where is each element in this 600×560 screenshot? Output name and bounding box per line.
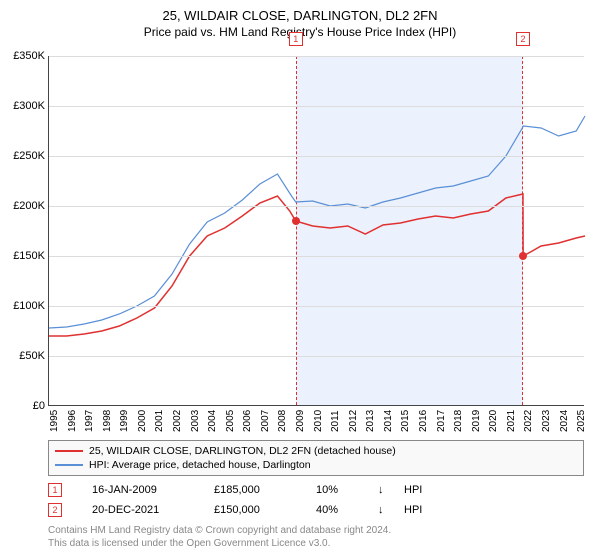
row-vs: HPI: [404, 504, 422, 516]
legend-row: 25, WILDAIR CLOSE, DARLINGTON, DL2 2FN (…: [55, 444, 577, 458]
x-axis-label: 1999: [119, 410, 130, 432]
event-marker: 2: [516, 32, 530, 46]
row-date: 20-DEC-2021: [92, 504, 202, 516]
transaction-table: 1 16-JAN-2009 £185,000 10% ↓ HPI 2 20-DE…: [48, 480, 584, 520]
x-axis-label: 2019: [471, 410, 482, 432]
chart-lines-svg: [49, 56, 584, 405]
row-price: £150,000: [214, 504, 304, 516]
x-axis-label: 2002: [172, 410, 183, 432]
price-dot: [292, 217, 300, 225]
chart-title: 25, WILDAIR CLOSE, DARLINGTON, DL2 2FN: [0, 0, 600, 23]
footer-line: This data is licensed under the Open Gov…: [48, 537, 391, 550]
legend-label: HPI: Average price, detached house, Darl…: [89, 459, 311, 471]
x-axis-label: 1997: [84, 410, 95, 432]
x-axis-label: 2024: [559, 410, 570, 432]
row-percent: 40%: [316, 504, 366, 516]
legend-row: HPI: Average price, detached house, Darl…: [55, 458, 577, 472]
legend: 25, WILDAIR CLOSE, DARLINGTON, DL2 2FN (…: [48, 440, 584, 476]
x-axis-label: 2025: [576, 410, 587, 432]
x-axis-label: 2018: [453, 410, 464, 432]
plot-area: £0£50K£100K£150K£200K£250K£300K£350K1995…: [48, 56, 584, 406]
x-axis-label: 2001: [154, 410, 165, 432]
y-axis-label: £300K: [5, 100, 45, 112]
footer-line: Contains HM Land Registry data © Crown c…: [48, 524, 391, 537]
x-axis-label: 2007: [260, 410, 271, 432]
x-axis-label: 2020: [488, 410, 499, 432]
y-axis-label: £50K: [5, 350, 45, 362]
x-axis-label: 2014: [383, 410, 394, 432]
legend-label: 25, WILDAIR CLOSE, DARLINGTON, DL2 2FN (…: [89, 445, 396, 457]
y-axis-label: £150K: [5, 250, 45, 262]
table-row: 1 16-JAN-2009 £185,000 10% ↓ HPI: [48, 480, 584, 500]
x-axis-label: 1996: [67, 410, 78, 432]
x-axis-label: 1998: [102, 410, 113, 432]
x-axis-label: 2022: [523, 410, 534, 432]
down-arrow-icon: ↓: [378, 504, 392, 516]
chart-container: 25, WILDAIR CLOSE, DARLINGTON, DL2 2FN P…: [0, 0, 600, 560]
legend-swatch-hpi: [55, 464, 83, 466]
x-axis-label: 2012: [348, 410, 359, 432]
legend-swatch-property: [55, 450, 83, 452]
y-axis-label: £0: [5, 400, 45, 412]
price-dot: [519, 252, 527, 260]
x-axis-label: 2010: [313, 410, 324, 432]
x-axis-label: 2015: [400, 410, 411, 432]
row-percent: 10%: [316, 484, 366, 496]
x-axis-label: 2013: [365, 410, 376, 432]
row-date: 16-JAN-2009: [92, 484, 202, 496]
x-axis-label: 1995: [49, 410, 60, 432]
row-marker: 1: [48, 483, 62, 497]
row-vs: HPI: [404, 484, 422, 496]
x-axis-label: 2009: [295, 410, 306, 432]
x-axis-label: 2008: [277, 410, 288, 432]
x-axis-label: 2000: [137, 410, 148, 432]
row-marker: 2: [48, 503, 62, 517]
x-axis-label: 2005: [225, 410, 236, 432]
y-axis-label: £250K: [5, 150, 45, 162]
y-axis-label: £100K: [5, 300, 45, 312]
row-price: £185,000: [214, 484, 304, 496]
x-axis-label: 2017: [436, 410, 447, 432]
down-arrow-icon: ↓: [378, 484, 392, 496]
x-axis-label: 2003: [190, 410, 201, 432]
x-axis-label: 2006: [242, 410, 253, 432]
x-axis-label: 2004: [207, 410, 218, 432]
event-marker: 1: [289, 32, 303, 46]
y-axis-label: £200K: [5, 200, 45, 212]
x-axis-label: 2011: [330, 410, 341, 432]
x-axis-label: 2021: [506, 410, 517, 432]
x-axis-label: 2023: [541, 410, 552, 432]
y-axis-label: £350K: [5, 50, 45, 62]
table-row: 2 20-DEC-2021 £150,000 40% ↓ HPI: [48, 500, 584, 520]
footer-attribution: Contains HM Land Registry data © Crown c…: [48, 524, 391, 550]
x-axis-label: 2016: [418, 410, 429, 432]
